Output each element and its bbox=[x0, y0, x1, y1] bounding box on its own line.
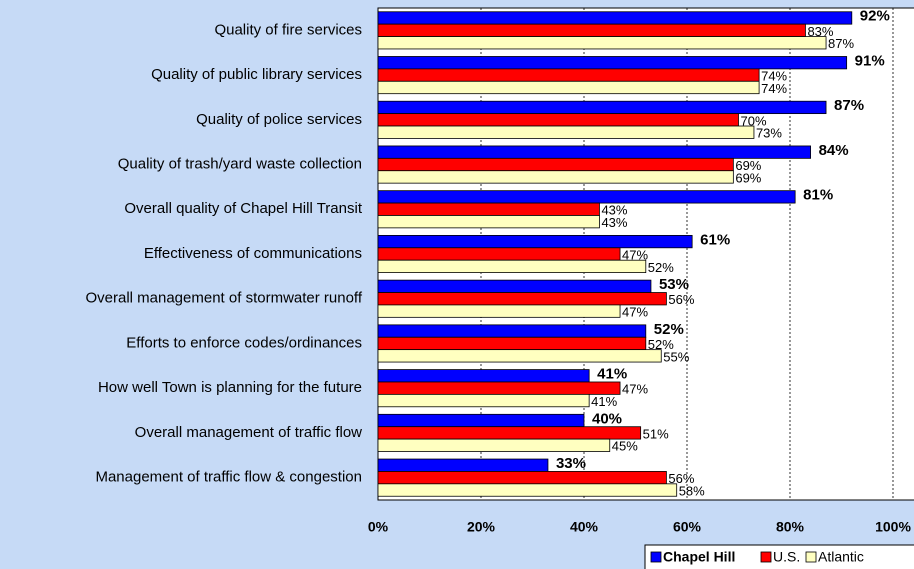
data-label: 47% bbox=[622, 382, 648, 397]
x-tick-label: 40% bbox=[570, 519, 599, 535]
data-label: 33% bbox=[556, 455, 586, 472]
data-label: 81% bbox=[803, 187, 833, 204]
data-label: 61% bbox=[700, 231, 730, 248]
data-label: 41% bbox=[591, 394, 617, 409]
bar bbox=[377, 125, 755, 139]
bar bbox=[377, 80, 760, 95]
data-label: 43% bbox=[601, 203, 627, 218]
bar bbox=[377, 157, 734, 172]
data-label: 69% bbox=[735, 158, 761, 173]
category-label: Overall quality of Chapel Hill Transit bbox=[124, 200, 362, 217]
data-label: 58% bbox=[679, 483, 705, 498]
bar bbox=[377, 336, 647, 351]
bar bbox=[377, 202, 600, 216]
bar bbox=[377, 11, 853, 25]
bar bbox=[377, 100, 827, 115]
x-tick-label: 0% bbox=[368, 519, 389, 535]
x-tick-label: 100% bbox=[875, 519, 911, 535]
legend-label: U.S. bbox=[773, 549, 800, 565]
data-label: 45% bbox=[612, 439, 638, 454]
category-label: Quality of trash/yard waste collection bbox=[118, 156, 362, 173]
bar bbox=[377, 23, 806, 37]
bar bbox=[377, 292, 667, 306]
bar bbox=[377, 279, 652, 293]
bar bbox=[377, 413, 585, 428]
data-label: 52% bbox=[648, 260, 674, 275]
data-label: 73% bbox=[756, 126, 782, 141]
data-label: 53% bbox=[659, 276, 689, 293]
data-label: 47% bbox=[622, 305, 648, 320]
x-tick-label: 80% bbox=[776, 519, 805, 535]
data-label: 47% bbox=[622, 247, 648, 262]
data-label: 83% bbox=[807, 24, 833, 39]
bar bbox=[377, 458, 549, 472]
data-label: 56% bbox=[668, 292, 694, 307]
category-label: Quality of fire services bbox=[214, 21, 362, 38]
data-label: 84% bbox=[819, 142, 849, 159]
data-label: 87% bbox=[828, 36, 854, 51]
bar bbox=[377, 426, 642, 440]
category-label: How well Town is planning for the future bbox=[98, 379, 362, 396]
category-label: Overall management of stormwater runoff bbox=[85, 290, 362, 307]
data-label: 56% bbox=[668, 471, 694, 486]
x-tick-label: 60% bbox=[673, 519, 702, 535]
bar bbox=[377, 349, 662, 363]
bar bbox=[377, 234, 693, 249]
bar bbox=[377, 68, 760, 82]
category-label: Overall management of traffic flow bbox=[135, 424, 362, 441]
x-tick-label: 20% bbox=[467, 519, 496, 535]
data-label: 87% bbox=[834, 97, 864, 114]
data-label: 55% bbox=[663, 349, 689, 364]
bar bbox=[377, 36, 827, 50]
category-label: Management of traffic flow & congestion bbox=[95, 469, 362, 486]
data-label: 41% bbox=[597, 366, 627, 383]
data-label: 69% bbox=[735, 170, 761, 185]
bar bbox=[377, 113, 739, 127]
data-label: 74% bbox=[761, 81, 787, 96]
data-label: 74% bbox=[761, 69, 787, 84]
legend-swatch bbox=[760, 551, 772, 563]
bar bbox=[377, 483, 678, 497]
bar bbox=[377, 190, 796, 204]
data-label: 52% bbox=[654, 321, 684, 338]
bar bbox=[377, 369, 590, 383]
legend-label: Atlantic bbox=[818, 549, 864, 565]
bar bbox=[377, 247, 621, 261]
bar bbox=[377, 324, 647, 338]
bar bbox=[377, 471, 667, 485]
data-label: 52% bbox=[648, 337, 674, 352]
bar bbox=[377, 438, 611, 452]
bar bbox=[377, 56, 848, 70]
legend-swatch bbox=[805, 551, 817, 563]
bar bbox=[377, 170, 734, 184]
data-label: 92% bbox=[860, 8, 890, 25]
category-label: Effectiveness of communications bbox=[144, 245, 362, 262]
data-label: 43% bbox=[601, 215, 627, 230]
legend-box bbox=[644, 544, 914, 569]
data-label: 51% bbox=[643, 426, 669, 441]
bar bbox=[377, 304, 621, 318]
category-label: Quality of police services bbox=[196, 111, 362, 128]
bar bbox=[377, 381, 621, 395]
bar bbox=[377, 259, 647, 274]
bar bbox=[377, 393, 590, 408]
bar bbox=[377, 145, 812, 159]
data-label: 40% bbox=[592, 410, 622, 427]
data-label: 70% bbox=[741, 113, 767, 128]
bar bbox=[377, 215, 600, 229]
data-label: 91% bbox=[855, 52, 885, 69]
category-label: Quality of public library services bbox=[151, 66, 362, 83]
legend-swatch bbox=[650, 551, 662, 563]
legend-label: Chapel Hill bbox=[663, 549, 735, 565]
category-label: Efforts to enforce codes/ordinances bbox=[126, 334, 362, 351]
